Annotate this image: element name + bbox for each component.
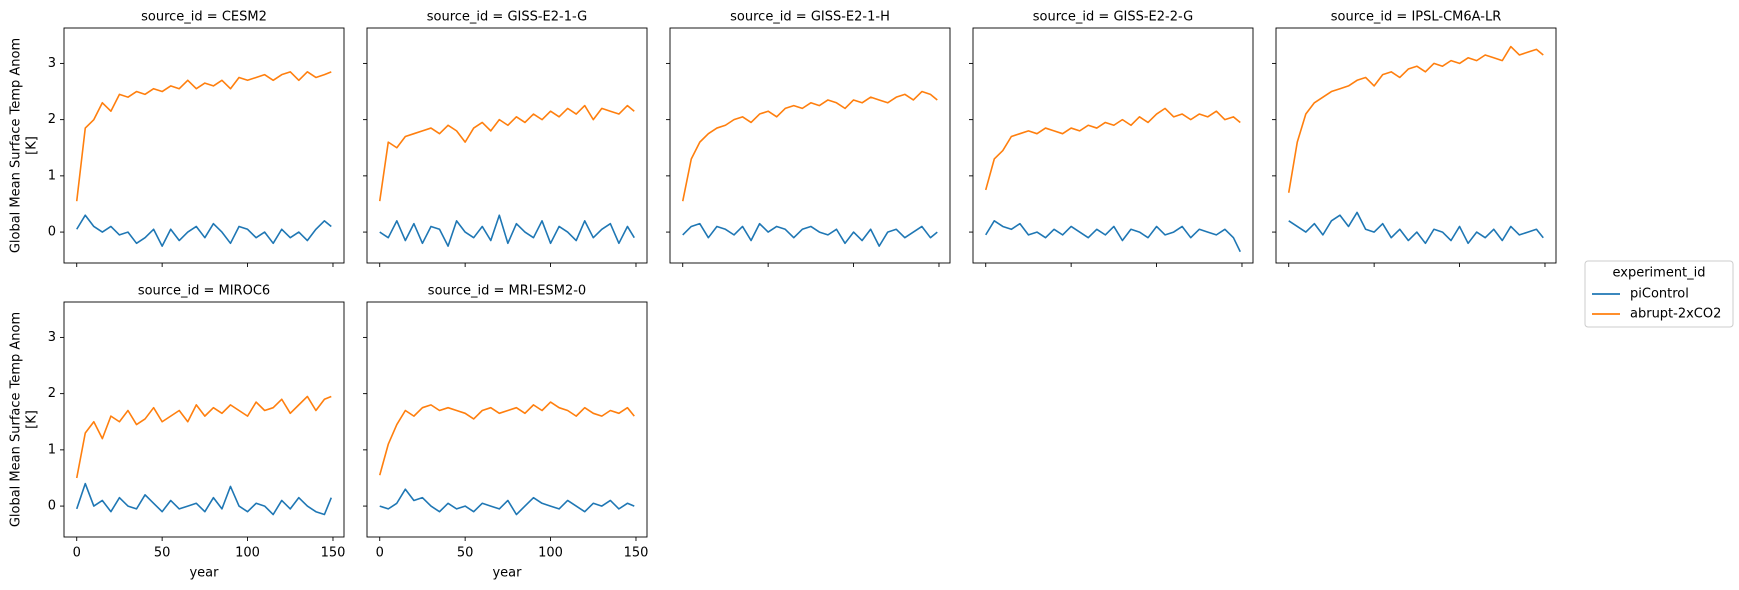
y-axis-label: [K] bbox=[25, 410, 40, 429]
panel-title: source_id = CESM2 bbox=[141, 10, 267, 25]
legend-box bbox=[1584, 260, 1734, 328]
data-line bbox=[681, 90, 938, 202]
y-tick-label: 1 bbox=[48, 442, 56, 457]
panel-title: source_id = MRI-ESM2-0 bbox=[428, 284, 586, 299]
data-line bbox=[985, 220, 1241, 253]
panel-title: source_id = IPSL-CM6A-LR bbox=[1331, 10, 1501, 25]
x-tick-label: 50 bbox=[457, 546, 474, 561]
data-line bbox=[378, 401, 635, 476]
y-tick-label: 3 bbox=[48, 56, 56, 71]
axes-frame bbox=[669, 27, 951, 264]
y-tick-label: 2 bbox=[48, 386, 56, 401]
x-axis-label: year bbox=[492, 566, 522, 581]
panel-title: source_id = GISS-E2-1-G bbox=[427, 10, 587, 25]
y-axis-label: [K] bbox=[25, 136, 40, 155]
panel-title: source_id = GISS-E2-2-G bbox=[1033, 10, 1193, 25]
axes-frame bbox=[972, 27, 1254, 264]
panel-title: source_id = MIROC6 bbox=[138, 284, 270, 299]
axes-frame bbox=[63, 27, 345, 264]
data-line bbox=[378, 104, 635, 202]
data-line bbox=[1288, 211, 1544, 245]
axes-frame bbox=[366, 27, 648, 264]
y-tick-label: 1 bbox=[48, 168, 56, 183]
data-line bbox=[379, 488, 635, 516]
axes-frame bbox=[1275, 27, 1557, 264]
y-axis-label: Global Mean Surface Temp Anom bbox=[9, 38, 24, 253]
x-tick-label: 100 bbox=[538, 546, 563, 561]
axes-frame bbox=[366, 301, 648, 538]
x-tick-label: 0 bbox=[376, 546, 384, 561]
data-line bbox=[682, 222, 938, 247]
data-line bbox=[75, 395, 332, 479]
x-tick-label: 150 bbox=[321, 546, 346, 561]
x-tick-label: 50 bbox=[154, 546, 171, 561]
panel-title: source_id = GISS-E2-1-H bbox=[730, 10, 890, 25]
data-line bbox=[75, 482, 333, 516]
axes-frame bbox=[63, 301, 345, 538]
data-line bbox=[984, 107, 1241, 191]
data-line bbox=[379, 214, 635, 247]
y-tick-label: 2 bbox=[48, 112, 56, 127]
x-tick-label: 100 bbox=[235, 546, 260, 561]
legend-title: experiment_id bbox=[1612, 266, 1705, 281]
y-tick-label: 0 bbox=[48, 225, 56, 240]
y-axis-label: Global Mean Surface Temp Anom bbox=[9, 312, 24, 527]
data-line bbox=[76, 214, 332, 247]
x-axis-label: year bbox=[189, 566, 219, 581]
data-line bbox=[75, 71, 332, 202]
x-tick-label: 150 bbox=[624, 546, 649, 561]
legend-label: abrupt-2xCO2 bbox=[1630, 307, 1721, 322]
data-line bbox=[1287, 45, 1544, 193]
x-tick-label: 0 bbox=[73, 546, 81, 561]
y-tick-label: 3 bbox=[48, 330, 56, 345]
legend-label: piControl bbox=[1630, 287, 1689, 302]
y-tick-label: 0 bbox=[48, 499, 56, 514]
